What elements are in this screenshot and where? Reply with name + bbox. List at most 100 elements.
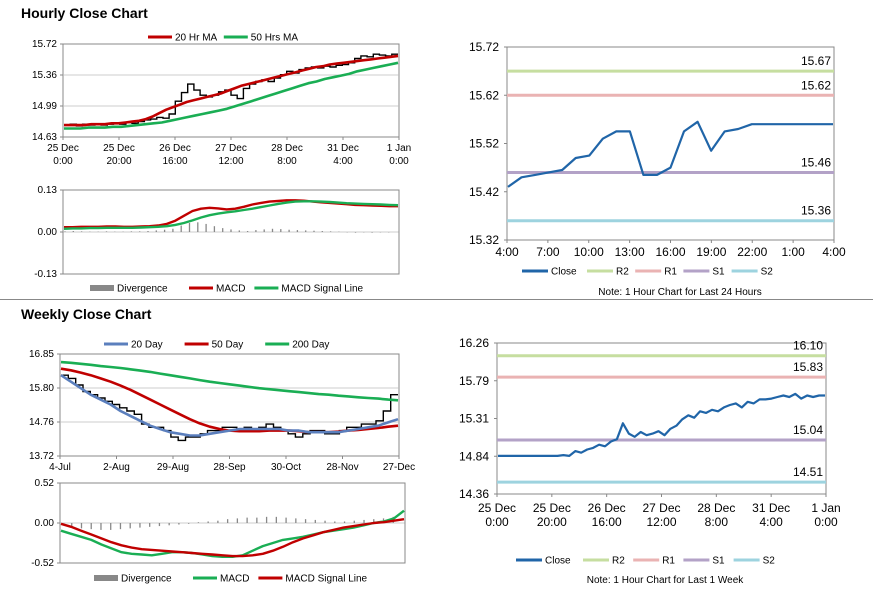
hourly-close-line: [507, 120, 833, 188]
weekly-close-xtick-label: 27 Dec 12:00: [642, 501, 680, 529]
hourly-macd-legend-label: MACD Signal Line: [281, 284, 363, 295]
weekly-close-frame: [496, 342, 827, 495]
hourly-price-xtick-label: 28 Dec 8:00: [271, 143, 303, 167]
weekly-price-ytick-label: 13.72: [29, 451, 54, 462]
hourly-price-xtick-label: 1 Jan 0:00: [387, 143, 411, 167]
weekly-price-ytick-label: 14.76: [29, 417, 54, 428]
weekly-level-s2-label: 14.51: [793, 465, 823, 479]
hourly-close-legend-label: Close: [551, 267, 577, 278]
hourly-price-ytick-label: 15.36: [32, 70, 57, 81]
weekly-price-xtick-label: 30-Oct: [271, 462, 301, 473]
weekly-price-xtick-label: 28-Sep: [213, 462, 246, 473]
weekly-close-legend-label: Close: [545, 556, 571, 567]
hourly-macd-ytick-label: 0.13: [38, 185, 58, 196]
weekly-price-legend-label: 50 Day: [212, 340, 244, 351]
hourly-section-title: Hourly Close Chart: [21, 5, 148, 21]
hourly-close-xtick-label: 16:00: [655, 245, 685, 259]
hourly-20hr-ma-line: [64, 54, 399, 127]
weekly-close-legend-label: R1: [662, 556, 675, 567]
weekly-macd-line: [60, 509, 405, 558]
weekly-signal-line: [60, 518, 405, 558]
hourly-close-xtick-label: 13:00: [615, 245, 645, 259]
weekly-20day-line: [60, 374, 399, 437]
weekly-price-ytick-label: 15.80: [29, 383, 54, 394]
weekly-price-xtick-label: 28-Nov: [326, 462, 358, 473]
hourly-close-ytick-label: 15.52: [469, 137, 499, 151]
weekly-macd-ytick-label: 0.52: [35, 478, 55, 489]
hourly-50hr-ma-line: [64, 61, 399, 130]
hourly-level-s1-label: 15.46: [801, 155, 831, 169]
hourly-close-ytick-label: 15.42: [469, 185, 499, 199]
weekly-macd-legend-label: MACD Signal Line: [285, 574, 367, 585]
hourly-macd-ytick-label: 0.00: [38, 227, 58, 238]
hourly-close-xtick-label: 22:00: [737, 245, 767, 259]
weekly-close-xtick-label: 26 Dec 16:00: [588, 501, 626, 529]
hourly-price-xtick-label: 26 Dec 16:00: [159, 143, 191, 167]
hourly-price-ytick-label: 14.99: [32, 101, 57, 112]
hourly-close-legend-label: R1: [664, 267, 677, 278]
hourly-price-xtick-label: 25 Dec 0:00: [47, 143, 79, 167]
weekly-macd-legend-label: Divergence: [121, 574, 172, 585]
weekly-close-ytick-label: 14.36: [459, 487, 489, 501]
hourly-close-xtick-label: 4:00: [822, 245, 846, 259]
weekly-close-xtick-label: 31 Dec 4:00: [752, 501, 790, 529]
hourly-price-legend-label: 20 Hr MA: [175, 33, 218, 44]
weekly-section-title: Weekly Close Chart: [21, 306, 152, 322]
weekly-macd-legend-label: MACD: [220, 574, 249, 585]
weekly-price-xtick-label: 4-Jul: [49, 462, 71, 473]
weekly-50day-line: [60, 367, 399, 434]
hourly-close-xtick-label: 19:00: [696, 245, 726, 259]
hourly-price-ytick-label: 14.63: [32, 132, 57, 143]
hourly-signal-line: [63, 200, 399, 230]
weekly-close-ytick-label: 15.31: [459, 412, 489, 426]
weekly-price-legend-label: 20 Day: [131, 340, 163, 351]
hourly-macd-legend-label: MACD: [216, 284, 245, 295]
weekly-close-legend-label: S1: [712, 556, 725, 567]
weekly-close-legend-label: S2: [763, 556, 776, 567]
hourly-close-frame: [506, 46, 835, 241]
weekly-close-ytick-label: 14.84: [459, 449, 489, 463]
hourly-close-legend-label: S2: [761, 267, 774, 278]
weekly-close-note: Note: 1 Hour Chart for Last 1 Week: [586, 575, 744, 586]
section-divider: [0, 299, 873, 300]
hourly-price-xtick-label: 27 Dec 12:00: [215, 143, 247, 167]
hourly-close-note: Note: 1 Hour Chart for Last 24 Hours: [598, 287, 762, 298]
hourly-close-ytick-label: 15.32: [469, 233, 499, 247]
hourly-close-ytick-label: 15.62: [469, 88, 499, 102]
hourly-close-ytick-label: 15.72: [469, 40, 499, 54]
hourly-price-ytick-label: 15.72: [32, 39, 57, 50]
weekly-macd-ytick-label: 0.00: [35, 518, 55, 529]
hourly-level-s2-label: 15.36: [801, 204, 831, 218]
hourly-price-legend-label: 50 Hrs MA: [251, 33, 299, 44]
weekly-close-xtick-label: 25 Dec 0:00: [478, 501, 516, 529]
hourly-price-xtick-label: 31 Dec 4:00: [327, 143, 359, 167]
hourly-close-xtick-label: 1:00: [781, 245, 805, 259]
hourly-price-xtick-label: 25 Dec 20:00: [103, 143, 135, 167]
weekly-close-xtick-label: 28 Dec 8:00: [697, 501, 735, 529]
hourly-macd-ytick-label: -0.13: [34, 269, 57, 280]
weekly-price-xtick-label: 2-Aug: [103, 462, 130, 473]
weekly-macd-ytick-label: -0.52: [31, 558, 54, 569]
weekly-close-xtick-label: 1 Jan 0:00: [811, 501, 840, 529]
hourly-level-r2-label: 15.67: [801, 54, 831, 68]
hourly-close-legend-label: S1: [712, 267, 725, 278]
weekly-level-r2-label: 16.10: [793, 339, 823, 353]
hourly-close-legend-label: R2: [616, 267, 629, 278]
weekly-level-s1-label: 15.04: [793, 423, 823, 437]
weekly-close-xtick-label: 25 Dec 20:00: [533, 501, 571, 529]
hourly-close-xtick-label: 10:00: [574, 245, 604, 259]
hourly-close-xtick-label: 4:00: [495, 245, 519, 259]
weekly-level-r1-label: 15.83: [793, 360, 823, 374]
hourly-macd-legend-label: Divergence: [117, 284, 168, 295]
weekly-price-xtick-label: 27-Dec: [383, 462, 415, 473]
hourly-level-r1-label: 15.62: [801, 78, 831, 92]
weekly-close-ytick-label: 15.79: [459, 374, 489, 388]
weekly-close-legend-label: R2: [612, 556, 625, 567]
weekly-close-line: [498, 392, 825, 457]
hourly-close-xtick-label: 7:00: [536, 245, 560, 259]
weekly-close-ytick-label: 16.26: [459, 336, 489, 350]
weekly-price-legend-label: 200 Day: [292, 340, 329, 351]
weekly-price-ytick-label: 16.85: [29, 349, 54, 360]
weekly-price-xtick-label: 29-Aug: [157, 462, 189, 473]
